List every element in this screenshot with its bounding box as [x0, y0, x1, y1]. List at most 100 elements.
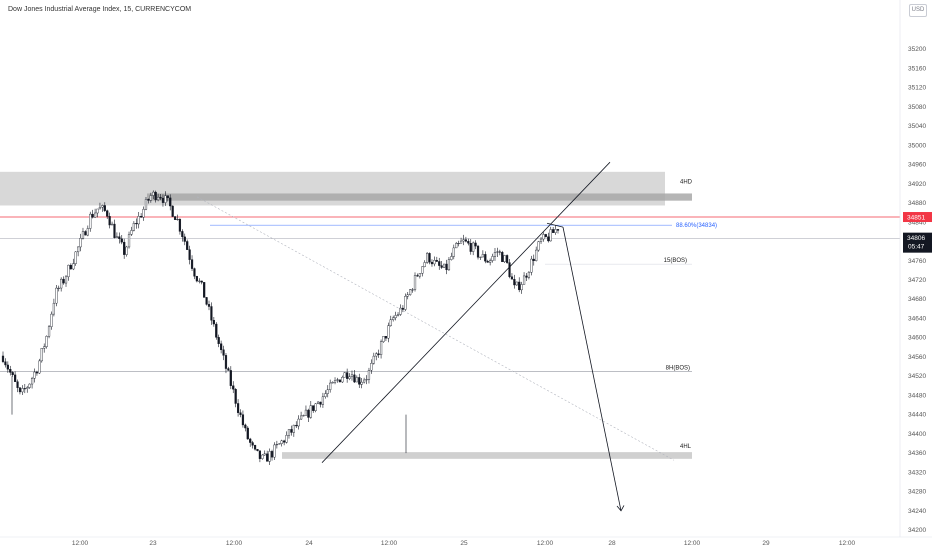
candle-body [195, 276, 198, 282]
candle-body [387, 325, 390, 339]
candle-body [411, 289, 414, 291]
candle-body [236, 403, 240, 413]
y-tick-label: 34440 [908, 412, 926, 419]
candle-body [404, 296, 407, 310]
candle-body [447, 259, 451, 271]
candle-body [324, 393, 327, 398]
candle-body [452, 247, 455, 257]
candle-body [181, 231, 184, 238]
y-tick-label: 35080 [908, 104, 926, 111]
candle-body [266, 453, 269, 462]
candle-body [556, 229, 560, 231]
y-tick-label: 34920 [908, 181, 926, 188]
price-label-current: 34806 [907, 235, 925, 242]
candle-body [484, 254, 487, 262]
candle-body [30, 378, 34, 385]
candle-body [220, 343, 223, 351]
candle-body [93, 212, 97, 218]
candle-body [399, 307, 402, 315]
candle-body [520, 284, 523, 291]
candle-body [527, 272, 531, 278]
candle-body [161, 197, 165, 203]
candle-body [251, 442, 254, 446]
candle-body [326, 389, 329, 394]
candle-body [239, 412, 242, 415]
candle-body [280, 440, 283, 444]
candle-body [338, 379, 341, 383]
candle-body [224, 355, 228, 369]
candle-body [52, 302, 55, 315]
candle-body [382, 336, 385, 342]
candle-body [215, 323, 218, 338]
supply-zone-inner [147, 193, 692, 201]
candle-body [18, 387, 22, 393]
candle-body [343, 372, 346, 378]
candle-body [186, 241, 189, 250]
candle-body [108, 216, 111, 226]
candle-body [455, 243, 458, 249]
candle-body [246, 427, 249, 440]
candle-body [270, 451, 274, 458]
candle-body [6, 364, 9, 370]
candle-body [307, 409, 310, 418]
candle-body [193, 268, 196, 277]
candle-body [426, 253, 429, 263]
candle-body [413, 275, 417, 290]
candle-body [203, 282, 206, 298]
x-tick-label: 12:00 [684, 540, 701, 547]
candle-body [503, 255, 506, 263]
candle-body [232, 385, 235, 390]
x-tick-label: 23 [149, 540, 157, 547]
candle-body [353, 374, 356, 383]
candle-body [35, 371, 39, 374]
candle-body [549, 229, 552, 242]
x-tick-label: 28 [608, 540, 616, 547]
candle-body [1, 355, 5, 362]
candle-body [329, 382, 332, 390]
dashed-diagonal-line [196, 196, 675, 461]
candle-body [530, 258, 533, 273]
candle-body [125, 246, 128, 255]
fib-label: 88.60%(34834) [676, 223, 717, 229]
candle-body [314, 403, 317, 411]
candle-body [62, 278, 65, 284]
candle-body [210, 306, 213, 321]
candle-body [120, 238, 123, 243]
candle-body [348, 376, 351, 379]
candle-body [442, 263, 446, 268]
candle-body [72, 263, 75, 270]
y-tick-label: 34320 [908, 469, 926, 476]
y-tick-label: 34640 [908, 315, 926, 322]
candle-body [331, 381, 334, 384]
x-tick-label: 24 [305, 540, 313, 547]
candle-body [467, 241, 470, 244]
candle-body [542, 234, 545, 240]
candle-body [433, 260, 436, 265]
zone-label-4hd: 4HD [680, 179, 693, 185]
candle-body [481, 254, 484, 258]
candle-body [43, 346, 46, 349]
candle-body [506, 255, 509, 263]
y-tick-label: 34600 [908, 335, 926, 342]
candle-body [140, 216, 143, 218]
candle-body [333, 380, 337, 383]
candle-body [285, 435, 288, 443]
candle-body [493, 252, 497, 257]
candle-body [304, 409, 308, 416]
y-tick-label: 34880 [908, 200, 926, 207]
candle-body [363, 379, 366, 383]
candle-body [350, 374, 354, 377]
currency-badge[interactable]: USD [909, 4, 927, 17]
candle-body [11, 372, 14, 376]
candle-body [498, 251, 501, 253]
candle-body [290, 429, 293, 433]
candle-body [440, 265, 443, 268]
candle-body [539, 238, 543, 242]
candle-body [469, 243, 472, 252]
candle-body [518, 281, 521, 291]
y-tick-label: 35040 [908, 123, 926, 130]
candle-body [69, 264, 72, 270]
y-tick-label: 34720 [908, 277, 926, 284]
